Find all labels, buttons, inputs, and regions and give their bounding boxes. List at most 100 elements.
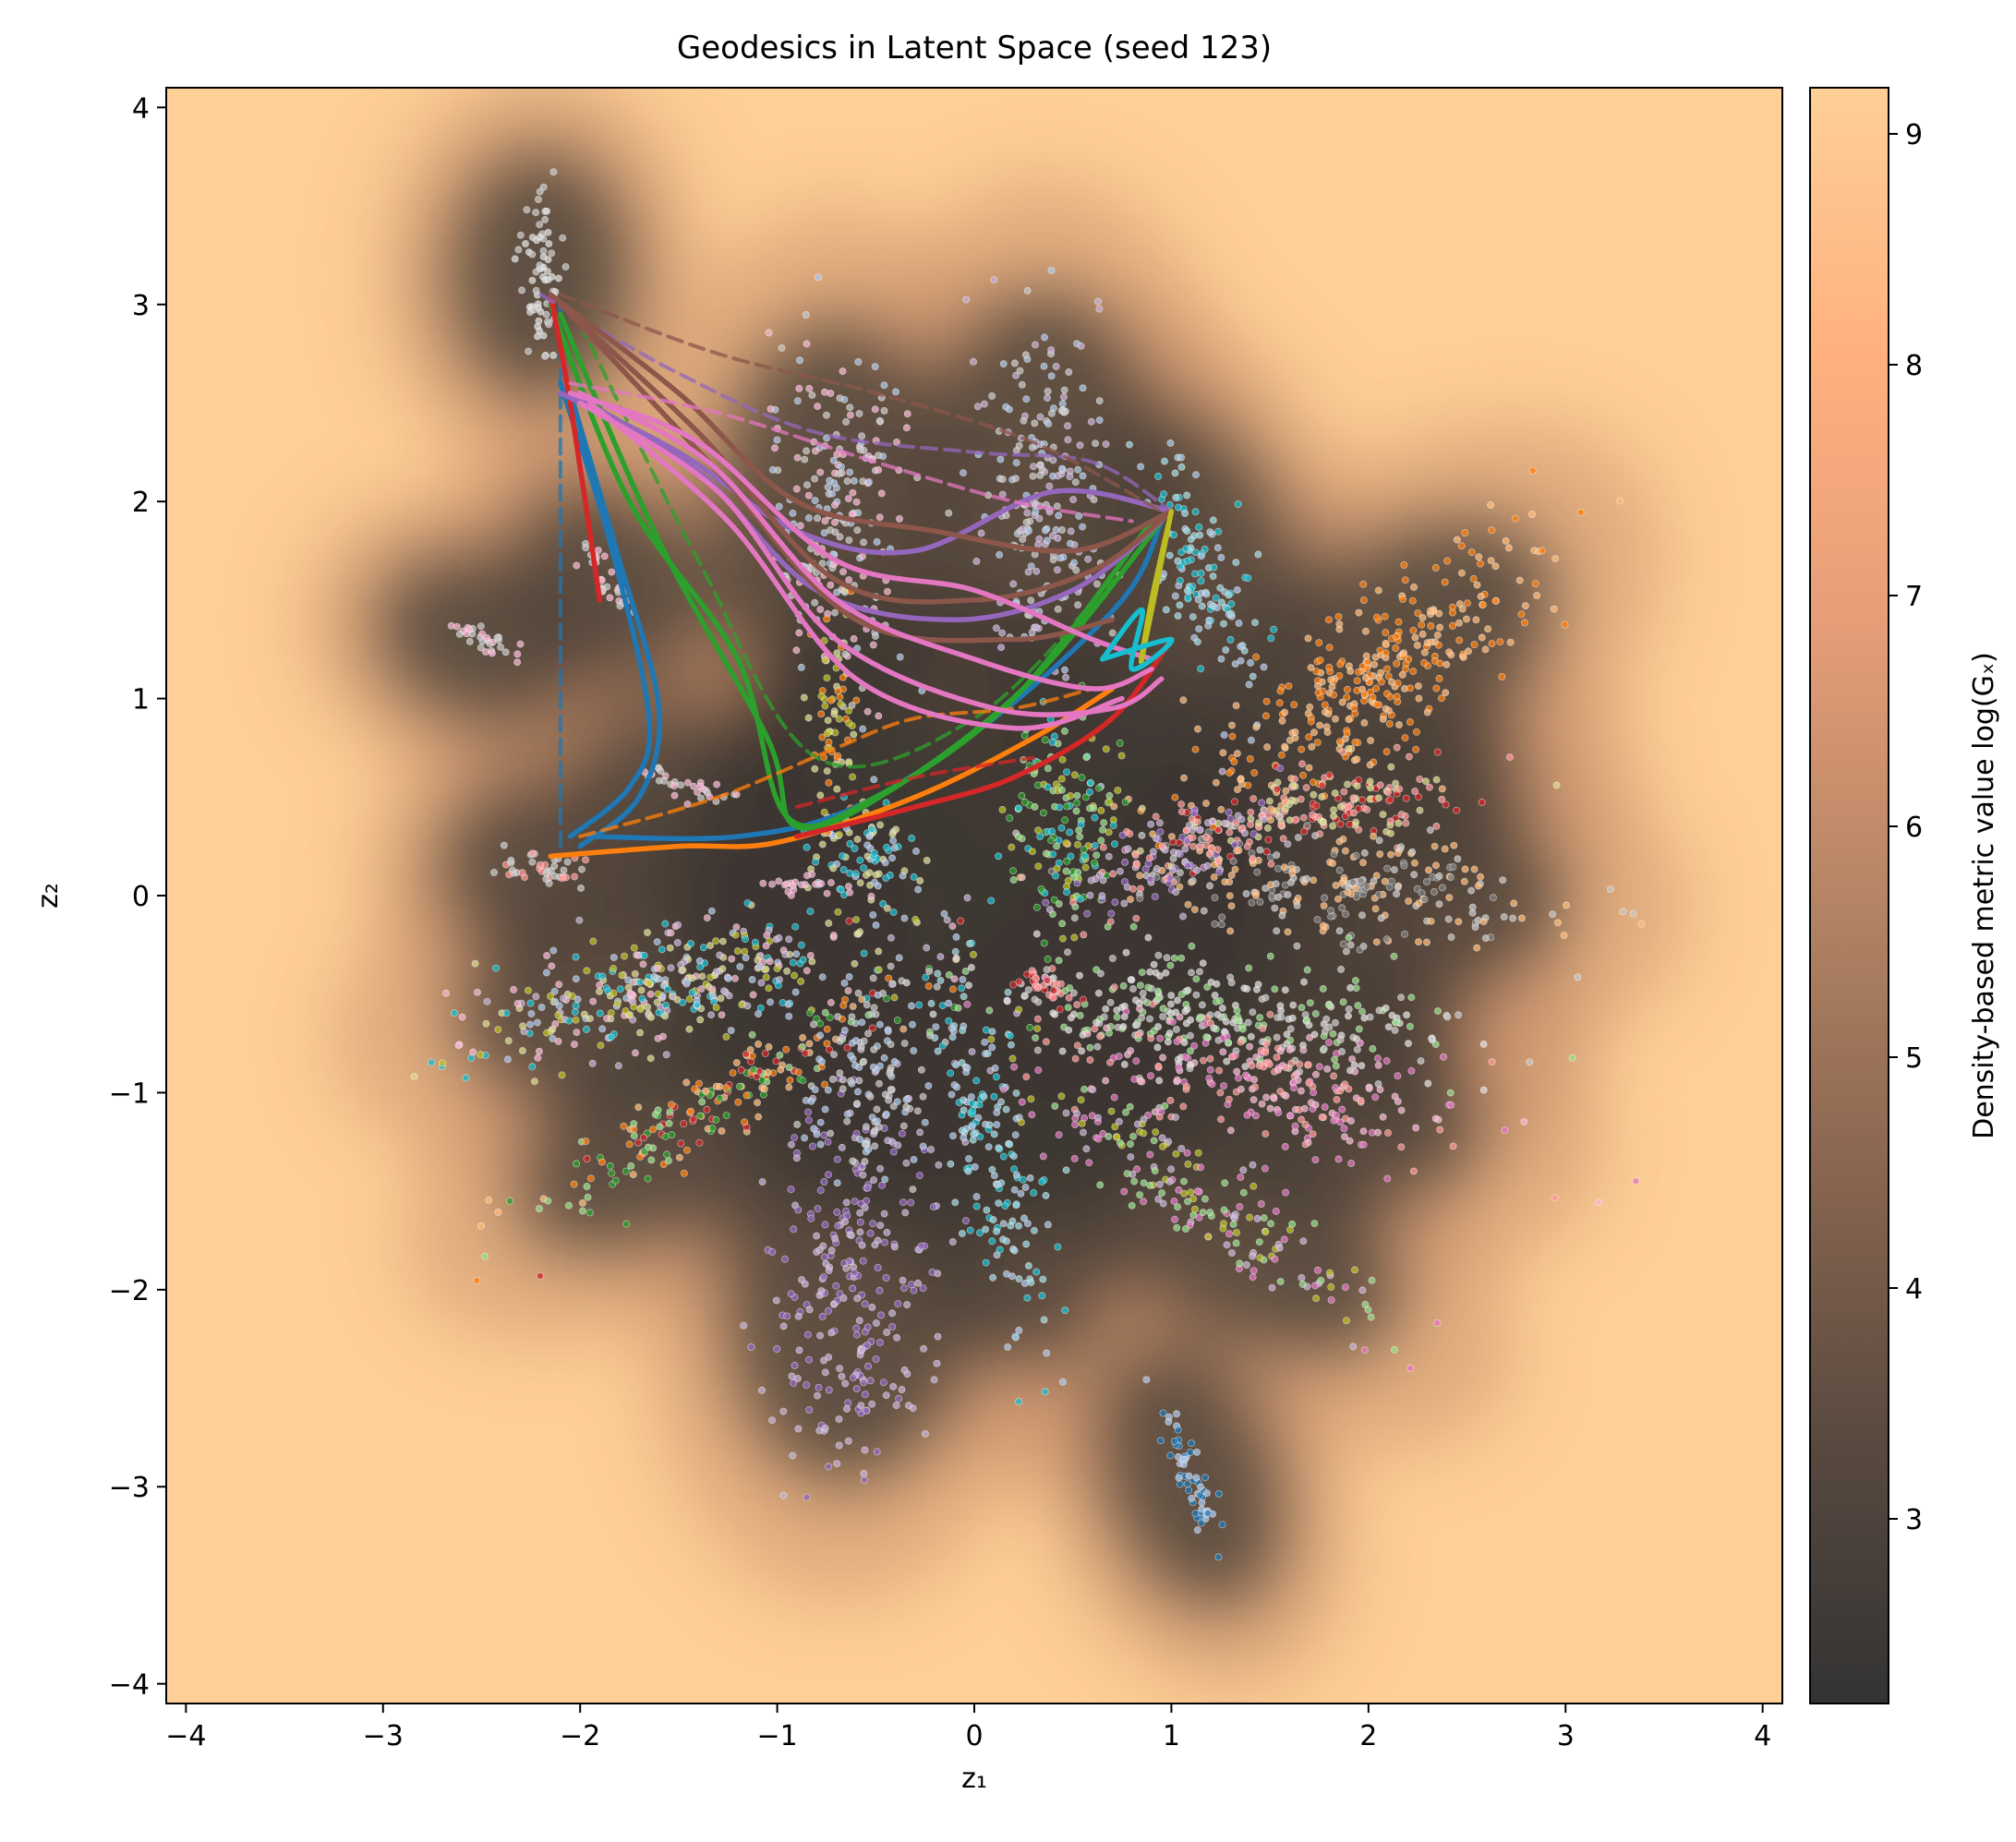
scatter-point <box>1443 660 1451 668</box>
scatter-point <box>847 1077 855 1085</box>
scatter-point <box>1188 1494 1196 1502</box>
scatter-point <box>543 207 551 215</box>
scatter-point <box>1360 849 1369 857</box>
scatter-point <box>1423 938 1431 946</box>
scatter-point <box>1275 1244 1284 1252</box>
scatter-point <box>573 1160 581 1168</box>
scatter-point <box>519 1022 527 1030</box>
scatter-point <box>1409 1167 1418 1175</box>
scatter-point <box>1375 794 1383 802</box>
scatter-point <box>1188 942 1196 950</box>
scatter-point <box>871 405 879 414</box>
scatter-point <box>794 1312 803 1320</box>
scatter-point <box>1449 621 1457 630</box>
scatter-point <box>1346 667 1355 675</box>
scatter-point <box>729 1069 737 1078</box>
scatter-point <box>1146 875 1154 884</box>
scatter-point <box>940 909 948 918</box>
geodesic-line <box>794 636 1175 839</box>
scatter-point <box>1042 849 1050 858</box>
scatter-point <box>722 1032 730 1041</box>
scatter-point <box>1197 1519 1205 1527</box>
scatter-point <box>857 1402 865 1410</box>
scatter-point <box>549 351 558 359</box>
scatter-point <box>1258 799 1266 807</box>
scatter-point <box>824 483 832 491</box>
scatter-point <box>1121 858 1129 866</box>
scatter-point <box>1217 1115 1225 1124</box>
scatter-point <box>795 384 803 392</box>
scatter-point <box>1174 612 1182 620</box>
scatter-point <box>797 941 805 949</box>
scatter-point <box>1034 998 1043 1006</box>
scatter-point <box>1435 609 1443 618</box>
scatter-point <box>465 637 474 645</box>
scatter-point <box>833 785 841 793</box>
scatter-point <box>1010 1246 1019 1255</box>
scatter-point <box>1457 542 1466 550</box>
scatter-point <box>875 1079 884 1088</box>
scatter-point <box>875 712 883 720</box>
scatter-point <box>982 1225 990 1234</box>
scatter-point <box>833 1179 841 1187</box>
scatter-point <box>1171 469 1179 477</box>
scatter-point <box>1283 1030 1291 1039</box>
scatter-point <box>682 980 691 988</box>
scatter-point <box>791 971 799 980</box>
scatter-point <box>1382 629 1390 637</box>
scatter-point <box>972 1202 981 1210</box>
scatter-point <box>1441 578 1449 586</box>
scatter-point <box>1303 822 1311 830</box>
scatter-point <box>1038 1177 1046 1186</box>
scatter-point <box>863 1323 872 1331</box>
scatter-point <box>1217 1013 1225 1021</box>
scatter-point <box>1399 595 1407 603</box>
scatter-point <box>1349 1342 1358 1351</box>
scatter-point <box>528 858 537 866</box>
scatter-point <box>1506 638 1515 646</box>
scatter-point <box>703 914 711 922</box>
scatter-point <box>870 776 878 784</box>
scatter-point <box>1276 1088 1285 1096</box>
scatter-point <box>627 990 635 998</box>
scatter-point <box>948 1033 957 1041</box>
scatter-point <box>930 1376 938 1384</box>
scatter-point <box>712 1004 720 1012</box>
scatter-point <box>816 1118 825 1126</box>
scatter-point <box>902 1102 911 1111</box>
scatter-point <box>1310 1220 1319 1228</box>
scatter-point <box>864 478 873 487</box>
scatter-point <box>1195 1213 1203 1222</box>
y-tick-label: −2 <box>109 1275 150 1307</box>
scatter-point <box>952 933 960 941</box>
scatter-point <box>1058 755 1067 764</box>
scatter-point <box>1455 636 1464 644</box>
scatter-point <box>1281 986 1289 994</box>
scatter-point <box>1568 1053 1576 1062</box>
scatter-point <box>1055 1131 1063 1139</box>
scatter-point <box>938 1041 947 1050</box>
scatter-point <box>936 953 945 961</box>
scatter-point <box>683 1146 692 1154</box>
scatter-point <box>845 1258 853 1266</box>
scatter-point <box>884 1137 892 1145</box>
scatter-point <box>670 791 679 800</box>
scatter-point <box>1120 899 1129 908</box>
scatter-point <box>1222 1017 1230 1026</box>
scatter-point <box>1232 1239 1240 1247</box>
scatter-point <box>1432 776 1441 784</box>
scatter-point <box>1252 653 1261 661</box>
scatter-point <box>680 1120 688 1128</box>
scatter-point <box>902 1159 911 1167</box>
scatter-point <box>859 552 867 560</box>
scatter-point <box>1177 801 1186 809</box>
scatter-point <box>813 1232 821 1240</box>
scatter-point <box>1369 1044 1377 1053</box>
scatter-point <box>1386 796 1394 804</box>
scatter-point <box>536 261 544 270</box>
scatter-point <box>1561 620 1569 629</box>
scatter-point <box>929 1010 937 1018</box>
scatter-point <box>1233 1067 1241 1076</box>
scatter-point <box>985 1121 994 1129</box>
scatter-point <box>1235 1074 1243 1082</box>
